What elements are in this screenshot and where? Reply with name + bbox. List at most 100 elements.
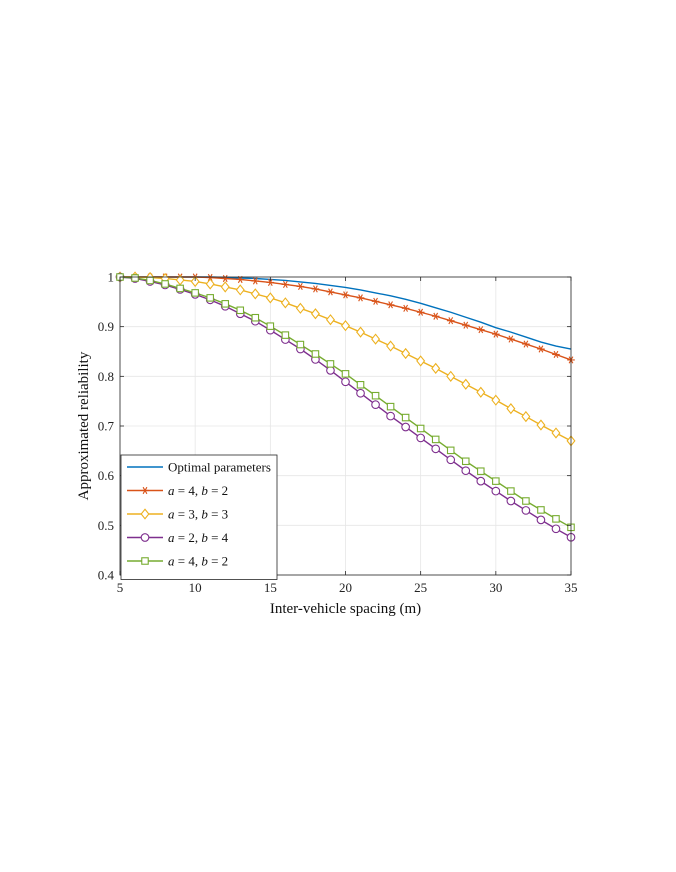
data-point-asterisk <box>461 321 470 329</box>
y-tick-label: 0.9 <box>98 319 114 334</box>
data-point-square <box>131 274 139 282</box>
legend-item: a = 4, b = 2 <box>127 483 228 498</box>
data-point-diamond <box>551 427 561 439</box>
data-point-asterisk <box>296 282 305 291</box>
data-point-diamond <box>371 333 381 345</box>
data-point-diamond <box>235 284 245 296</box>
legend-label: a = 3, b = 3 <box>168 507 228 522</box>
data-point-square <box>446 446 455 455</box>
data-point-asterisk <box>251 277 260 285</box>
data-point-circle <box>386 411 395 421</box>
data-point-asterisk <box>507 335 515 343</box>
x-tick-label: 10 <box>189 580 202 595</box>
y-tick-label: 0.8 <box>98 369 114 384</box>
legend: Optimal parameters a = 4, b = 2 a = 3, b =… <box>120 454 278 580</box>
data-point-asterisk <box>141 486 149 495</box>
data-point-diamond <box>386 340 396 352</box>
data-point-circle <box>536 515 546 525</box>
x-tick-label: 25 <box>414 580 427 595</box>
data-point-square <box>236 306 245 315</box>
data-point-asterisk <box>371 297 380 305</box>
legend-label: Optimal parameters <box>168 460 271 475</box>
legend-label: a = 4, b = 2 <box>168 483 228 498</box>
data-point-circle <box>431 444 441 454</box>
y-tick-label: 0.5 <box>98 518 114 533</box>
data-point-square <box>281 331 290 339</box>
data-point-diamond <box>461 378 471 390</box>
x-tick-label: 5 <box>117 580 124 595</box>
y-tick-label: 0.6 <box>98 468 115 483</box>
data-point-square <box>492 477 500 485</box>
data-point-diamond <box>250 288 260 300</box>
legend-label: a = 4, b = 2 <box>168 554 228 569</box>
data-point-circle <box>140 533 150 542</box>
data-point-square <box>461 457 470 466</box>
data-point-diamond <box>295 302 305 314</box>
data-point-square <box>146 276 154 285</box>
data-point-circle <box>476 476 486 486</box>
data-point-diamond <box>536 419 546 431</box>
data-point-asterisk <box>552 350 560 359</box>
data-point-square <box>552 515 560 523</box>
data-point-diamond <box>310 308 320 320</box>
data-point-square <box>141 557 149 565</box>
legend-item: a = 2, b = 4 <box>127 530 229 545</box>
data-point-asterisk <box>522 340 530 348</box>
data-point-asterisk <box>431 312 440 320</box>
data-point-square <box>386 402 395 411</box>
data-point-circle <box>341 377 350 387</box>
y-tick-label: 0.4 <box>98 568 115 583</box>
data-point-diamond <box>280 297 290 309</box>
data-point-square <box>522 497 530 505</box>
data-point-diamond <box>431 362 441 375</box>
data-point-asterisk <box>446 317 455 325</box>
data-point-square <box>176 284 184 293</box>
data-point-asterisk <box>537 345 545 353</box>
data-point-square <box>206 294 214 302</box>
data-point-square <box>161 280 169 288</box>
legend-item: Optimal parameters <box>127 460 271 475</box>
data-point-square <box>311 350 320 358</box>
data-point-diamond <box>401 347 411 360</box>
data-point-diamond <box>356 326 366 338</box>
x-tick-label: 30 <box>489 580 502 595</box>
data-point-diamond <box>476 386 486 398</box>
data-point-diamond <box>220 281 230 293</box>
data-point-square <box>401 413 410 422</box>
data-point-diamond <box>446 370 456 382</box>
legend-item: a = 3, b = 3 <box>127 507 228 522</box>
series-5-markers <box>116 273 575 532</box>
data-point-square <box>221 300 230 308</box>
data-point-circle <box>491 486 501 496</box>
data-point-square <box>416 424 425 433</box>
data-point-square <box>537 506 545 514</box>
data-point-circle <box>461 466 471 476</box>
data-point-square <box>296 340 305 349</box>
data-point-diamond <box>205 278 215 290</box>
data-point-circle <box>416 433 426 443</box>
data-point-square <box>507 487 515 495</box>
data-point-square <box>431 435 440 444</box>
data-point-circle <box>326 366 335 375</box>
data-point-diamond <box>325 314 335 326</box>
series-layer <box>115 271 576 542</box>
data-point-diamond <box>140 508 150 520</box>
data-point-diamond <box>265 292 275 304</box>
data-point-circle <box>401 422 410 432</box>
data-point-circle <box>551 524 561 534</box>
axis-ticks: 5 10 15 20 25 30 35 0.4 0.5 0.6 0.7 0.8 0.9 1 <box>98 270 578 596</box>
data-point-diamond <box>506 402 516 415</box>
data-point-diamond <box>190 275 200 288</box>
data-point-square <box>371 391 380 400</box>
x-axis-label: Inter-vehicle spacing (m) <box>270 601 421 617</box>
x-tick-label: 35 <box>565 580 578 595</box>
data-point-asterisk <box>281 280 290 289</box>
y-tick-label: 1 <box>108 270 115 285</box>
data-point-asterisk <box>206 273 214 282</box>
data-point-diamond <box>521 410 531 423</box>
y-axis-label: Approximated reliability <box>76 351 92 500</box>
data-point-circle <box>356 388 365 398</box>
data-point-square <box>326 360 335 368</box>
data-point-square <box>341 370 350 378</box>
